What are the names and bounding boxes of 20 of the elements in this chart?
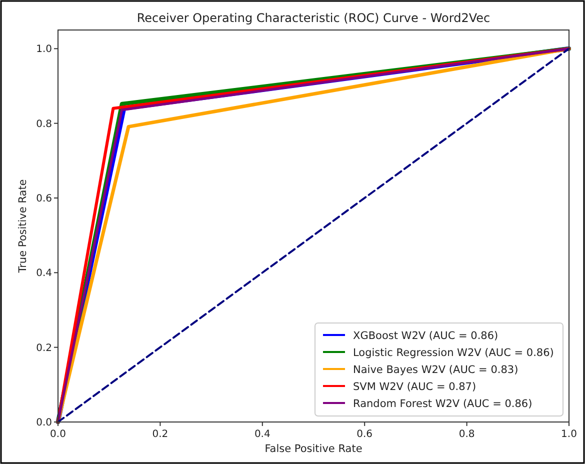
- legend-label: XGBoost W2V (AUC = 0.86): [353, 330, 498, 342]
- x-tick-label: 0.0: [50, 429, 66, 440]
- x-tick-label: 0.6: [356, 429, 373, 440]
- y-tick-label: 0.2: [36, 342, 52, 354]
- y-tick-label: 0.4: [36, 268, 52, 280]
- y-tick-label: 1.0: [36, 44, 52, 56]
- x-axis-title: False Positive Rate: [264, 443, 362, 455]
- y-tick-label: 0.0: [36, 418, 52, 428]
- legend-label: Logistic Regression W2V (AUC = 0.86): [353, 347, 554, 359]
- y-axis-title: True Positive Rate: [17, 179, 29, 274]
- legend-label: SVM W2V (AUC = 0.87): [353, 381, 476, 393]
- legend-label: Naive Bayes W2V (AUC = 0.83): [353, 364, 518, 376]
- x-tick-label: 1.0: [561, 429, 577, 440]
- x-tick-label: 0.4: [254, 429, 270, 440]
- chart-title: Receiver Operating Characteristic (ROC) Curve - Word2Vec: [136, 11, 490, 25]
- legend-label: Random Forest W2V (AUC = 0.86): [353, 398, 532, 410]
- x-tick-label: 0.2: [152, 429, 168, 440]
- y-tick-label: 0.6: [36, 194, 52, 204]
- x-tick-label: 0.8: [458, 429, 475, 440]
- y-tick-label: 0.8: [36, 118, 52, 130]
